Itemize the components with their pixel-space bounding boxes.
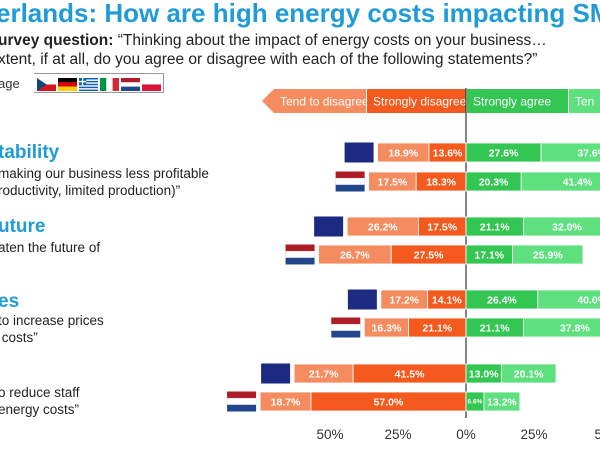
legend-swatch-0 [274,89,366,113]
bar-tend-agree-row-6 [500,363,557,384]
legend-label-1: Strongly disagree [373,95,467,109]
data-label-strongly-disagree-row-7: 57.0% [374,397,404,409]
netherlands-marker-white-row-5 [331,323,361,332]
data-label-strongly-agree-row-6: 13.0% [469,369,499,381]
data-label-strongly-agree-row-2: 21.1% [480,222,510,234]
greece-flag-icon [79,78,98,91]
data-label-strongly-agree-row-7: 6.6% [468,399,483,406]
data-label-tend-disagree-row-2: 26.2% [368,222,398,234]
bar-tend-agree-row-0 [540,142,600,163]
statement-prices: to increase prices costs” [0,313,104,345]
netherlands-marker-white-row-7 [226,397,257,406]
netherlands-flag-icon [121,78,140,91]
czech-flag-icon [37,78,56,91]
legend-label-3: Ten [575,95,594,109]
x-tick-label-0: 50% [316,427,343,442]
survey-question-label: urvey question: [0,32,114,49]
data-label-strongly-disagree-row-6: 41.5% [395,369,425,381]
germany-flag-icon [58,78,77,91]
bar-tend-agree-row-3 [512,244,584,265]
data-label-strongly-agree-row-5: 21.1% [480,323,510,335]
statement-future: aten the future of [0,240,101,255]
legend-swatch-2 [467,89,568,113]
statement-staff: o reduce staff energy costs” [0,385,80,417]
average-marker-row-4 [347,289,377,310]
legend-label-0: Tend to disagree [280,95,369,109]
data-label-strongly-disagree-row-4: 14.1% [432,295,462,307]
survey-question-line-1: urvey question: “Thinking about the impa… [0,32,547,50]
statement-profitability: making our business less profitable rodu… [0,166,209,198]
x-tick-label-2: 0% [456,427,476,442]
average-marker-row-2 [314,216,344,237]
data-label-tend-agree-row-4: 40.0% [577,295,600,307]
netherlands-marker-blue-row-1 [335,184,365,192]
data-label-tend-agree-row-5: 37.8% [560,323,590,335]
data-label-strongly-disagree-row-3: 27.5% [414,250,444,262]
average-label: age [0,76,20,91]
data-label-tend-disagree-row-6: 21.7% [309,369,339,381]
netherlands-marker-red-row-7 [227,391,257,399]
data-label-tend-agree-row-7: 13.2% [487,397,517,409]
data-label-tend-disagree-row-7: 18.7% [271,397,301,409]
bar-tend-agree-row-7 [483,391,521,412]
page-title: erlands: How are high energy costs impac… [0,0,600,28]
data-label-strongly-disagree-row-2: 17.5% [427,222,457,234]
data-label-strongly-agree-row-4: 26.4% [487,295,517,307]
data-label-tend-disagree-row-0: 18.9% [388,148,418,160]
bar-tend-agree-row-5 [522,317,600,338]
data-label-strongly-disagree-row-1: 18.3% [426,177,456,189]
netherlands-marker-red-row-1 [335,171,365,179]
data-label-tend-agree-row-3: 25.9% [533,250,563,262]
average-marker-row-0 [344,142,374,163]
netherlands-marker-blue-row-5 [331,330,361,338]
legend-swatch-1 [367,89,466,113]
average-countries-box [34,73,164,93]
bar-tend-agree-row-4 [537,289,600,310]
section-title-future: uture [0,216,46,237]
survey-question-text: “Thinking about the impact of energy cos… [113,32,547,49]
netherlands-marker-white-row-1 [335,177,365,186]
x-tick-label-3: 25% [520,427,547,442]
bar-tend-agree-row-1 [520,171,600,192]
x-tick-label-4: 50 [594,427,600,442]
section-title-prices: es [0,291,20,312]
data-label-strongly-disagree-row-5: 21.1% [422,323,452,335]
italy-flag-icon [100,78,119,91]
x-tick-label-1: 25% [384,427,411,442]
data-label-strongly-disagree-row-0: 13.6% [433,148,463,160]
bar-tend-agree-row-2 [522,216,600,237]
netherlands-marker-blue-row-3 [285,257,315,265]
legend-label-2: Strongly agree [473,95,551,109]
netherlands-marker-blue-row-7 [227,404,257,412]
data-label-tend-disagree-row-1: 17.5% [378,177,408,189]
data-label-tend-disagree-row-5: 16.3% [372,323,402,335]
section-title-profitability: tability [0,142,60,163]
netherlands-marker-red-row-5 [331,317,361,325]
data-label-tend-agree-row-6: 20.1% [514,369,544,381]
legend-swatch-3 [569,89,600,113]
data-label-tend-agree-row-0: 37.6% [577,148,600,160]
data-label-strongly-agree-row-0: 27.6% [489,148,519,160]
data-label-tend-disagree-row-3: 26.7% [340,250,370,262]
data-label-tend-disagree-row-4: 17.2% [389,295,419,307]
poland-flag-icon [142,78,161,91]
data-label-tend-agree-row-1: 41.4% [563,177,593,189]
netherlands-marker-white-row-3 [285,250,315,259]
data-label-strongly-agree-row-1: 20.3% [479,177,509,189]
survey-question-line-2: xtent, if at all, do you agree or disagr… [0,51,538,68]
data-label-strongly-agree-row-3: 17.1% [474,250,504,262]
average-marker-row-6 [261,363,291,384]
legend-arrow-left [262,89,274,113]
netherlands-marker-red-row-3 [285,244,315,252]
data-label-tend-agree-row-2: 32.0% [552,222,582,234]
